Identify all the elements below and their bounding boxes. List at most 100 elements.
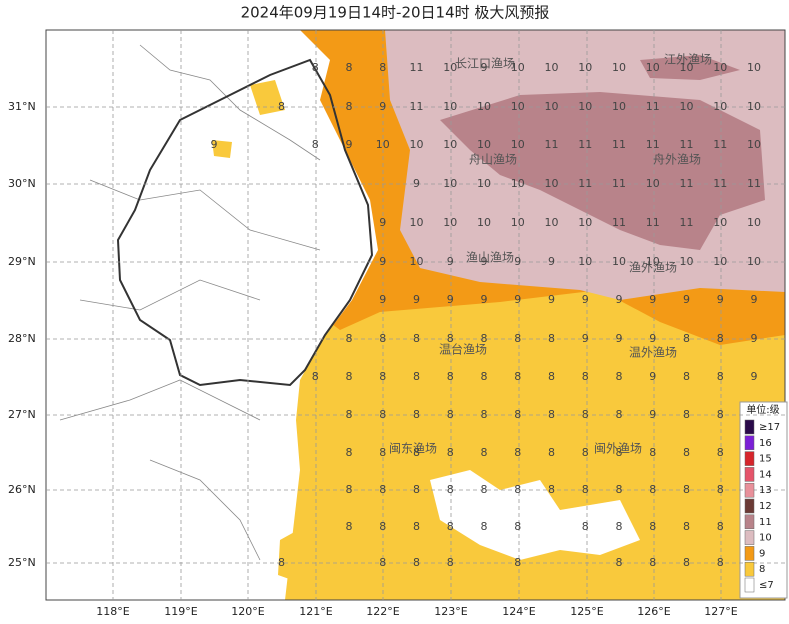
wind-level: 9	[413, 177, 420, 190]
wind-level: 10	[376, 138, 390, 151]
wind-level: 10	[477, 216, 491, 229]
wind-level: 10	[713, 216, 727, 229]
wind-level: 8	[717, 370, 724, 383]
wind-level: 9	[379, 216, 386, 229]
wind-level: 8	[447, 332, 454, 345]
wind-level: 9	[514, 293, 521, 306]
wind-level: 10	[578, 61, 592, 74]
wind-level: 9	[379, 255, 386, 268]
wind-level: 8	[346, 370, 353, 383]
wind-level: 8	[582, 520, 589, 533]
wind-level: 8	[346, 408, 353, 421]
wind-level: 8	[413, 556, 420, 569]
wind-level: 9	[548, 293, 555, 306]
wind-level: 10	[747, 216, 761, 229]
wind-level: 10	[410, 255, 424, 268]
legend-label: 13	[759, 485, 772, 496]
legend-label: ≤7	[759, 580, 774, 591]
legend-swatch	[744, 482, 755, 498]
wind-level: 8	[649, 520, 656, 533]
wind-level: 9	[751, 370, 758, 383]
wind-11	[440, 55, 765, 250]
wind-level: 11	[612, 138, 626, 151]
wind-level: 8	[346, 61, 353, 74]
wind-level: 10	[545, 177, 559, 190]
legend-swatch	[744, 530, 755, 545]
wind-level: 9	[379, 100, 386, 113]
legend-title: 单位:级	[746, 403, 779, 416]
wind-level: 8	[278, 100, 285, 113]
wind-level: 11	[680, 216, 694, 229]
wind-level: 8	[582, 446, 589, 459]
legend-swatch	[744, 561, 755, 577]
legend-label: 8	[759, 564, 765, 575]
wind-level: 8	[312, 370, 319, 383]
wind-level: 10	[443, 138, 457, 151]
fishery-label: 闽外渔场	[594, 442, 642, 456]
wind-level: 10	[747, 255, 761, 268]
wind-level: 10	[612, 255, 626, 268]
wind-level: 10	[680, 61, 694, 74]
wind-level: 10	[511, 177, 525, 190]
fishery-label: 舟外渔场	[653, 153, 701, 167]
legend-label: 15	[759, 454, 772, 465]
wind-level: 8	[548, 483, 555, 496]
wind-level: 10	[511, 216, 525, 229]
wind-level: 8	[481, 446, 488, 459]
legend-swatch	[744, 546, 755, 561]
wind-level: 9	[751, 293, 758, 306]
wind-level: 8	[514, 556, 521, 569]
wind-level: 9	[649, 293, 656, 306]
wind-level: 9	[683, 293, 690, 306]
legend-label: 14	[759, 469, 772, 480]
wind-level: 11	[713, 177, 727, 190]
legend-label: 9	[759, 548, 765, 559]
lat-label: 29°N	[8, 255, 36, 268]
wind-level: 10	[680, 100, 694, 113]
wind-level: 11	[646, 100, 660, 113]
legend-swatch	[744, 498, 755, 514]
wind-level: 10	[511, 138, 525, 151]
lat-label: 25°N	[8, 556, 36, 569]
wind-level: 8	[548, 370, 555, 383]
wind-level: 8	[447, 483, 454, 496]
wind-level: 8	[413, 332, 420, 345]
wind-level: 8	[514, 446, 521, 459]
fishery-label: 渔山渔场	[466, 251, 514, 265]
wind-level: 9	[346, 138, 353, 151]
wind-level: 8	[379, 520, 386, 533]
legend-swatch	[744, 451, 755, 466]
wind-level: 9	[211, 138, 218, 151]
lon-label: 122°E	[366, 605, 399, 618]
wind-level: 8	[548, 332, 555, 345]
wind-level: 8	[481, 408, 488, 421]
wind-level: 10	[443, 100, 457, 113]
wind-level: 10	[646, 255, 660, 268]
wind-level: 11	[680, 138, 694, 151]
wind-level: 10	[545, 216, 559, 229]
wind-level: 8	[514, 483, 521, 496]
wind-level: 9	[649, 408, 656, 421]
legend-swatch	[744, 467, 755, 482]
wind-level: 10	[578, 216, 592, 229]
wind-level: 10	[410, 138, 424, 151]
wind-level: 8	[447, 370, 454, 383]
wind-level: 8	[717, 556, 724, 569]
wind-level: 9	[616, 293, 623, 306]
legend-swatch	[744, 435, 755, 451]
wind-level: 8	[312, 138, 319, 151]
wind-level: 8	[683, 520, 690, 533]
wind-level: 11	[410, 100, 424, 113]
wind-level: 10	[477, 177, 491, 190]
wind-level: 8	[379, 556, 386, 569]
wind-level: 8	[447, 446, 454, 459]
wind-level: 10	[612, 61, 626, 74]
wind-level: 8	[413, 370, 420, 383]
zhejiang-border	[116, 58, 374, 387]
wind-level: 8	[514, 520, 521, 533]
wind-level: 9	[582, 332, 589, 345]
wind-level: 8	[346, 520, 353, 533]
wind-level: 8	[379, 408, 386, 421]
wind-level: 8	[481, 520, 488, 533]
wind-level: 10	[680, 255, 694, 268]
